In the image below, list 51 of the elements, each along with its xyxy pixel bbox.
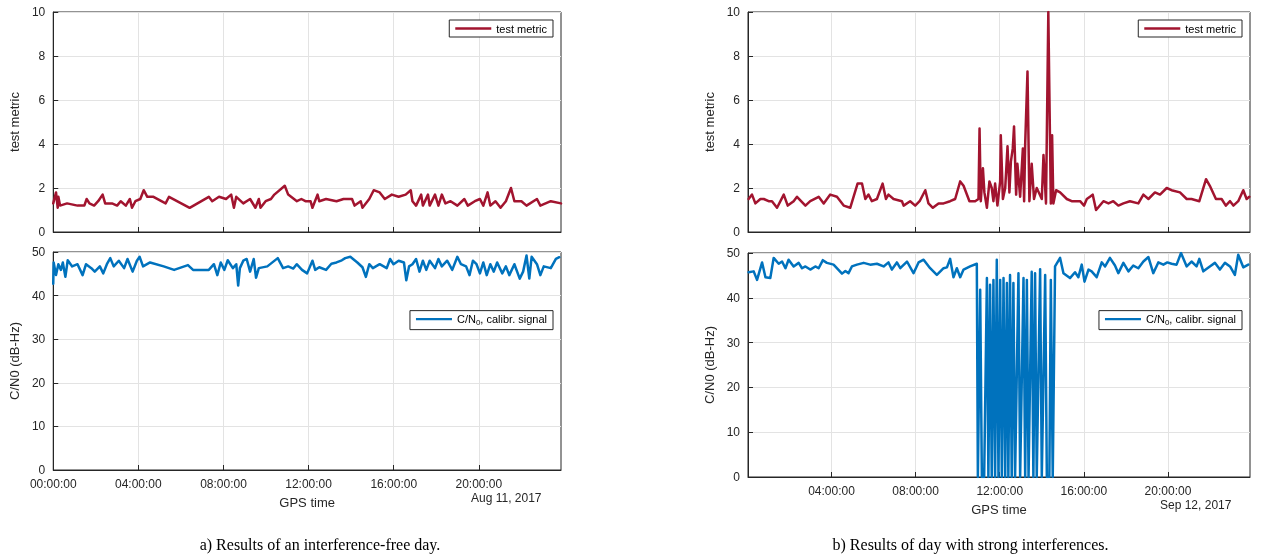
y-axis-title: test metric xyxy=(701,91,717,152)
legend-label: test metric xyxy=(1185,22,1237,35)
y-tick-label: 40 xyxy=(31,288,46,303)
y-tick-label: 4 xyxy=(38,137,46,151)
y-tick-label: 2 xyxy=(38,181,46,195)
y-axis-title: test metric xyxy=(7,91,22,152)
y-tick-label: 8 xyxy=(733,49,741,63)
y-tick-label: 0 xyxy=(733,470,741,484)
y-tick-label: 20 xyxy=(726,380,741,395)
x-tick-label: 12:00:00 xyxy=(976,484,1024,498)
y-tick-label: 10 xyxy=(31,5,46,19)
x-axis-title: GPS time xyxy=(279,495,335,510)
y-tick-label: 30 xyxy=(31,332,46,347)
y-tick-label: 10 xyxy=(726,5,741,19)
legend-label: test metric xyxy=(496,22,548,35)
x-tick-label: 08:00:00 xyxy=(892,484,940,498)
y-tick-label: 10 xyxy=(31,419,46,434)
y-tick-label: 50 xyxy=(31,245,46,259)
y-tick-label: 2 xyxy=(733,181,741,195)
text: b) Results of day with strong interferences. xyxy=(832,535,1109,554)
x-axis-title: GPS time xyxy=(971,502,1027,517)
line-series xyxy=(52,184,563,210)
y-axis-title: C/N0 (dB-Hz) xyxy=(7,321,22,401)
x-tick-label: 12:00:00 xyxy=(285,477,333,491)
text: a) Results of an interference-free day. xyxy=(199,535,441,554)
text: Sep 12, 2017 xyxy=(1160,498,1232,512)
x-tick-label: 20:00:00 xyxy=(1144,484,1192,498)
y-tick-label: 0 xyxy=(733,225,741,239)
x-tick-label: 20:00:00 xyxy=(455,477,503,491)
y-tick-label: 20 xyxy=(31,375,46,390)
y-axis-title: C/N0 (dB-Hz) xyxy=(701,325,717,405)
y-tick-label: 0 xyxy=(38,225,46,239)
line-series xyxy=(52,254,561,287)
y-tick-label: 4 xyxy=(733,137,741,151)
x-tick-label: 16:00:00 xyxy=(1060,484,1108,498)
y-tick-label: 6 xyxy=(733,93,741,107)
line-series xyxy=(747,10,1251,212)
x-tick-label: 00:00:00 xyxy=(29,477,77,491)
y-tick-label: 50 xyxy=(726,246,741,260)
y-tick-label: 0 xyxy=(38,463,46,477)
y-tick-label: 6 xyxy=(38,93,46,107)
text: Aug 11, 2017 xyxy=(471,491,542,505)
line-series xyxy=(747,251,1250,479)
x-tick-label: 04:00:00 xyxy=(808,484,856,498)
x-tick-label: 04:00:00 xyxy=(115,477,163,491)
y-tick-label: 10 xyxy=(726,425,741,440)
x-tick-label: 16:00:00 xyxy=(370,477,418,491)
y-tick-label: 8 xyxy=(38,49,46,63)
x-tick-label: 08:00:00 xyxy=(200,477,248,491)
y-tick-label: 30 xyxy=(726,335,741,350)
y-tick-label: 40 xyxy=(726,290,741,305)
